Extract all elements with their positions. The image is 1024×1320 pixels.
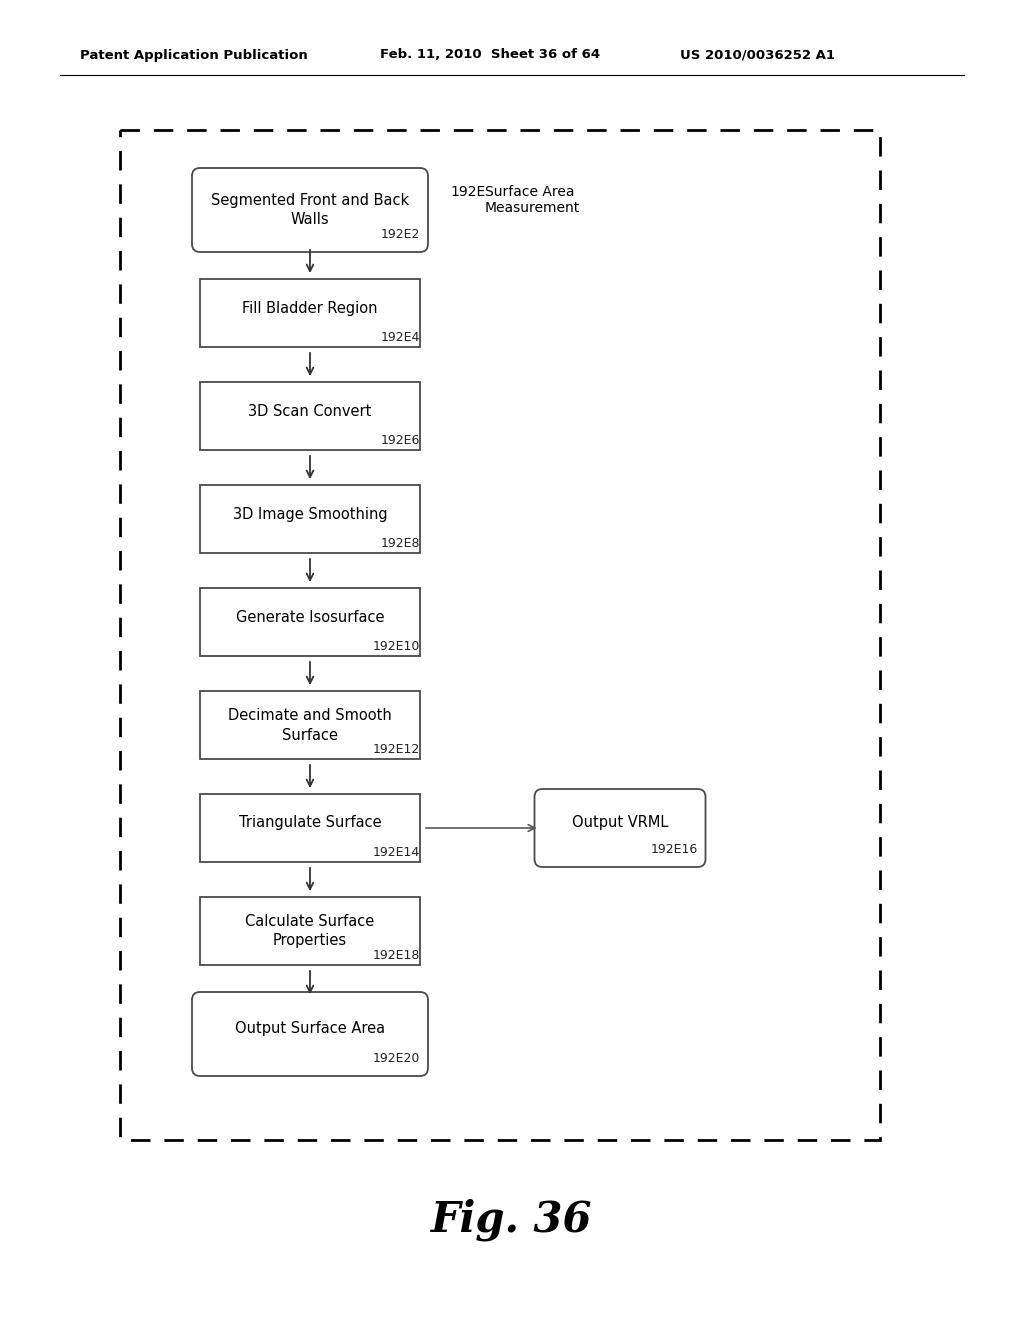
Text: 3D Image Smoothing: 3D Image Smoothing — [232, 507, 387, 521]
Bar — [200, 795, 420, 862]
FancyBboxPatch shape — [535, 789, 706, 867]
Text: Generate Isosurface: Generate Isosurface — [236, 610, 384, 624]
Text: 192E14: 192E14 — [373, 846, 420, 859]
Text: Feb. 11, 2010  Sheet 36 of 64: Feb. 11, 2010 Sheet 36 of 64 — [380, 49, 600, 62]
Text: 192E: 192E — [450, 185, 485, 199]
Bar — [200, 587, 420, 656]
Text: Patent Application Publication: Patent Application Publication — [80, 49, 308, 62]
Text: 192E6: 192E6 — [381, 434, 420, 447]
FancyBboxPatch shape — [193, 993, 428, 1076]
Text: Walls: Walls — [291, 213, 330, 227]
Bar — [200, 898, 420, 965]
Text: 192E8: 192E8 — [381, 537, 420, 550]
Text: Fill Bladder Region: Fill Bladder Region — [243, 301, 378, 315]
FancyBboxPatch shape — [193, 168, 428, 252]
Text: 192E10: 192E10 — [373, 640, 420, 653]
Text: Surface Area
Measurement: Surface Area Measurement — [485, 185, 581, 215]
Text: Triangulate Surface: Triangulate Surface — [239, 816, 381, 830]
Text: 192E4: 192E4 — [381, 331, 420, 345]
Text: Surface: Surface — [282, 727, 338, 742]
Text: Segmented Front and Back: Segmented Front and Back — [211, 193, 409, 207]
Bar — [200, 690, 420, 759]
Text: Decimate and Smooth: Decimate and Smooth — [228, 708, 392, 722]
Text: 192E12: 192E12 — [373, 743, 420, 756]
Text: Fig. 36: Fig. 36 — [431, 1199, 593, 1241]
Text: 192E20: 192E20 — [373, 1052, 420, 1065]
Text: Output Surface Area: Output Surface Area — [234, 1022, 385, 1036]
Text: 3D Scan Convert: 3D Scan Convert — [248, 404, 372, 418]
Text: Properties: Properties — [273, 933, 347, 949]
Text: 192E2: 192E2 — [381, 228, 420, 242]
Bar — [200, 279, 420, 347]
Text: Calculate Surface: Calculate Surface — [246, 913, 375, 928]
Text: US 2010/0036252 A1: US 2010/0036252 A1 — [680, 49, 835, 62]
Text: Output VRML: Output VRML — [571, 816, 669, 830]
Bar — [120, 129, 880, 1140]
Text: 192E18: 192E18 — [373, 949, 420, 962]
Bar — [200, 484, 420, 553]
Bar — [200, 381, 420, 450]
Text: 192E16: 192E16 — [650, 843, 697, 855]
